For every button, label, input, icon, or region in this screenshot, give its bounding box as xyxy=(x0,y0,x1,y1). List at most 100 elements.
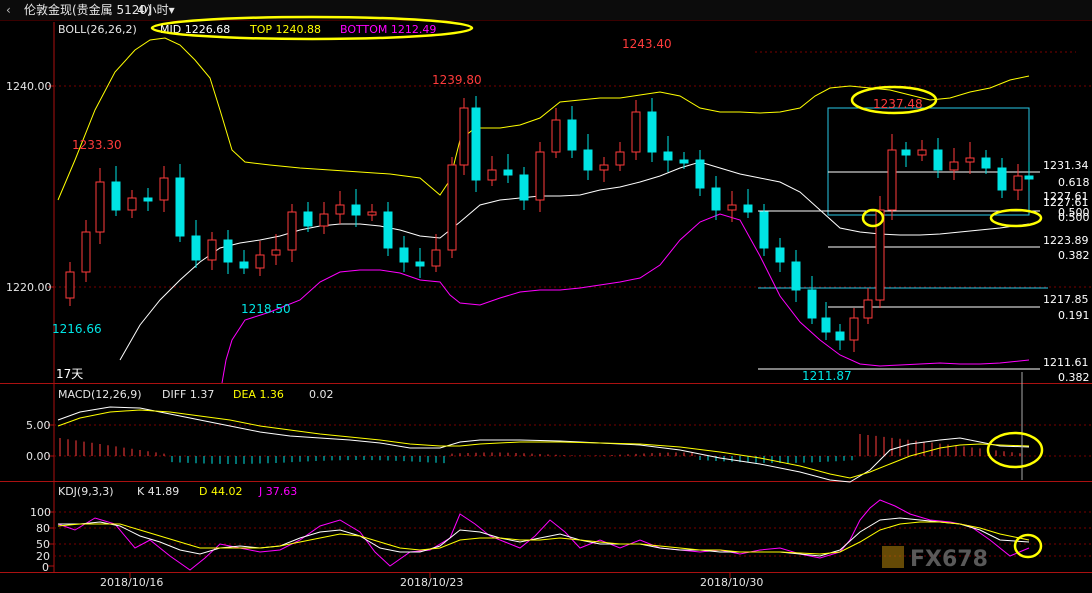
candle[interactable] xyxy=(191,235,201,261)
boll-label: BOLL(26,26,2) xyxy=(58,23,137,36)
candle[interactable] xyxy=(835,331,845,341)
candle[interactable] xyxy=(303,211,313,227)
candle[interactable] xyxy=(727,204,737,211)
candle[interactable] xyxy=(459,107,469,166)
candle[interactable] xyxy=(711,187,721,211)
macd-label: MACD(12,26,9) xyxy=(58,388,142,401)
candle[interactable] xyxy=(319,213,329,227)
candle[interactable] xyxy=(239,261,249,269)
price-label-low1: 1218.50 xyxy=(241,302,291,316)
fib-level-3: 1227.61 xyxy=(1043,196,1089,209)
candle[interactable] xyxy=(207,239,217,261)
fib-ratio-1: 0.618 xyxy=(1058,176,1090,189)
fibonacci-retracement[interactable]: 1231.34 1227.61 1227.61 1223.89 1217.85 … xyxy=(758,107,1090,384)
candlesticks[interactable] xyxy=(65,96,1034,352)
candle[interactable] xyxy=(615,151,625,166)
candle[interactable] xyxy=(487,169,497,181)
candle[interactable] xyxy=(875,209,885,301)
kdj-j-line xyxy=(57,499,1030,571)
candle[interactable] xyxy=(95,181,105,233)
candle[interactable] xyxy=(175,177,185,237)
macd-hist-value: 0.02 xyxy=(309,388,334,401)
candle[interactable] xyxy=(759,211,769,249)
candle[interactable] xyxy=(743,204,753,213)
candle[interactable] xyxy=(335,204,345,215)
candle[interactable] xyxy=(887,149,897,211)
candle[interactable] xyxy=(447,164,457,251)
macd-dea-line xyxy=(57,409,1030,479)
candle[interactable] xyxy=(599,164,609,171)
symbol-title: 伦敦金现(贵金属 5120) xyxy=(24,3,152,17)
candle[interactable] xyxy=(901,149,911,156)
fib-box xyxy=(827,107,1030,216)
back-button[interactable]: ‹ xyxy=(6,3,11,17)
fib-ratio-4: 0.382 xyxy=(1058,249,1090,262)
candle[interactable] xyxy=(551,119,561,153)
candle[interactable] xyxy=(663,151,673,161)
candle[interactable] xyxy=(415,261,425,267)
candle[interactable] xyxy=(949,161,959,171)
candle[interactable] xyxy=(223,239,233,263)
candle[interactable] xyxy=(65,271,75,299)
fib-ratio-5: 0.191 xyxy=(1058,309,1090,322)
price-label-high3: 1243.40 xyxy=(622,37,672,51)
candle[interactable] xyxy=(519,174,529,201)
candle[interactable] xyxy=(965,157,975,163)
macd-highlight-ellipse xyxy=(986,431,1044,469)
candle[interactable] xyxy=(933,149,943,171)
axis-label-1240: 1240.00 xyxy=(6,80,52,93)
candle[interactable] xyxy=(981,157,991,169)
candle[interactable] xyxy=(431,249,441,267)
price-label-high4: 1237.48 xyxy=(873,97,923,111)
candle[interactable] xyxy=(383,211,393,249)
candle[interactable] xyxy=(807,289,817,319)
candle[interactable] xyxy=(127,197,137,211)
candle[interactable] xyxy=(695,159,705,189)
candle[interactable] xyxy=(111,181,121,211)
fib-ratio-6: 0.382 xyxy=(1058,371,1090,384)
fib-level-5: 1217.85 xyxy=(1043,293,1089,306)
candle[interactable] xyxy=(917,149,927,156)
candle[interactable] xyxy=(399,247,409,263)
candle[interactable] xyxy=(583,149,593,171)
candle[interactable] xyxy=(287,211,297,251)
macd-legend: MACD(12,26,9) DIFF 1.37 DEA 1.36 0.02 xyxy=(58,388,334,401)
candle[interactable] xyxy=(567,119,577,151)
candle[interactable] xyxy=(159,177,169,201)
candle[interactable] xyxy=(503,169,513,176)
candle[interactable] xyxy=(535,151,545,201)
macd-axis-0: 0.00 xyxy=(26,450,51,463)
price-label-high1: 1233.30 xyxy=(72,138,122,152)
candle[interactable] xyxy=(143,197,153,202)
candle[interactable] xyxy=(255,254,265,269)
kdj-d-value: D 44.02 xyxy=(199,485,242,498)
axis-label-1220: 1220.00 xyxy=(6,281,52,294)
candle[interactable] xyxy=(81,231,91,273)
fib-level-4: 1223.89 xyxy=(1043,234,1089,247)
candle[interactable] xyxy=(791,261,801,291)
macd-lines xyxy=(57,406,1030,483)
kdj-axis-100: 100 xyxy=(30,506,51,519)
kdj-axis-50: 50 xyxy=(36,538,50,551)
candle[interactable] xyxy=(647,111,657,153)
legend-highlight-ellipse xyxy=(150,15,474,41)
days-label: 17天 xyxy=(56,367,83,381)
kdj-axis-0: 0 xyxy=(42,561,49,574)
candle[interactable] xyxy=(849,317,859,341)
candle[interactable] xyxy=(471,107,481,181)
candle[interactable] xyxy=(1024,175,1034,180)
candle[interactable] xyxy=(631,111,641,153)
candle[interactable] xyxy=(1013,175,1023,191)
period-selector[interactable]: 4小时▾ xyxy=(137,3,175,17)
candle[interactable] xyxy=(863,299,873,319)
candle[interactable] xyxy=(821,317,831,333)
candle[interactable] xyxy=(271,249,281,256)
candle[interactable] xyxy=(367,211,377,216)
candle[interactable] xyxy=(351,204,361,216)
date-label-2: 2018/10/23 xyxy=(400,576,463,589)
candle[interactable] xyxy=(775,247,785,263)
candle[interactable] xyxy=(679,159,689,164)
candle[interactable] xyxy=(997,167,1007,191)
kdj-j-value: J 37.63 xyxy=(258,485,297,498)
